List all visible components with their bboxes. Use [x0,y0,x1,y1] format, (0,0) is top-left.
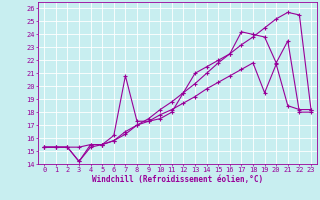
X-axis label: Windchill (Refroidissement éolien,°C): Windchill (Refroidissement éolien,°C) [92,175,263,184]
